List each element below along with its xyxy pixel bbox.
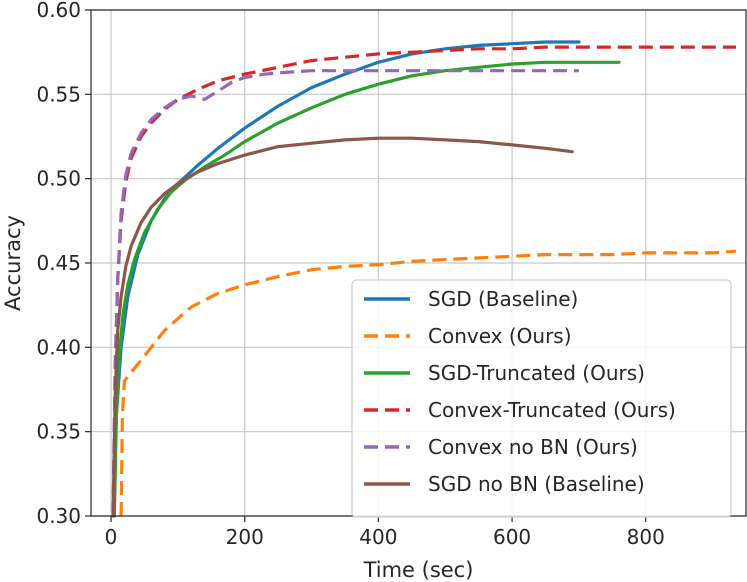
legend-label: Convex no BN (Ours) [428,435,638,459]
y-tick-label: 0.45 [36,251,81,275]
axis-ticks: 0 200 400 600 800 0.30 0.35 0.40 0.45 0.50 0.55 0.6… [36,0,664,549]
y-tick-label: 0.30 [36,504,81,528]
x-axis-label: Time (sec) [363,558,474,582]
y-axis-label: Accuracy [1,215,25,311]
x-tick-label: 800 [627,525,665,549]
y-tick-label: 0.55 [36,82,81,106]
series-lines [111,40,737,518]
x-tick-label: 600 [493,525,531,549]
x-tick-label: 200 [226,525,264,549]
legend-box [351,279,732,518]
series-line-5 [111,69,579,517]
legend-label: Convex-Truncated (Ours) [428,398,676,422]
series-line-1 [111,40,581,518]
x-tick-label: 400 [359,525,397,549]
series-line-6 [111,136,574,518]
series-line-2 [119,249,737,517]
legend-label: SGD (Baseline) [428,287,578,311]
y-tick-label: 0.35 [36,420,81,444]
legend: SGD (Baseline) Convex (Ours) SGD-Truncated… [351,279,732,518]
series-line-3 [112,60,621,518]
x-tick-label: 0 [105,525,118,549]
y-tick-label: 0.40 [36,335,81,359]
y-tick-label: 0.60 [36,0,81,22]
legend-label: SGD-Truncated (Ours) [428,361,645,385]
legend-label: Convex (Ours) [428,324,572,348]
y-tick-label: 0.50 [36,167,81,191]
legend-label: SGD no BN (Baseline) [428,472,645,496]
